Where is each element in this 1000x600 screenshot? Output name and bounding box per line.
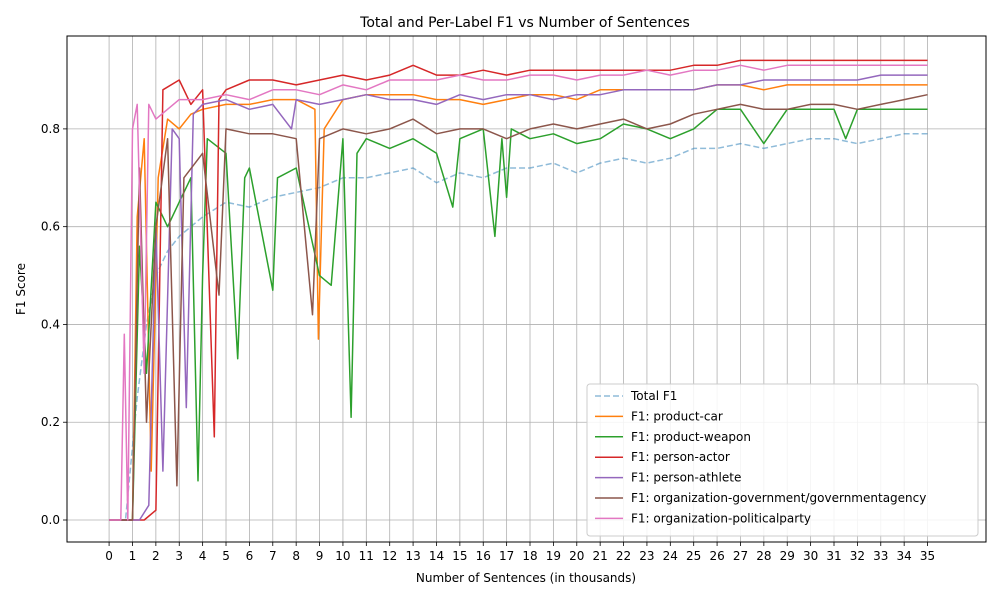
x-tick-label: 2	[152, 549, 160, 563]
legend-box	[586, 383, 979, 537]
series-line-total-f1	[109, 133, 928, 521]
x-axis-label: Number of Sentences (in thousands)	[416, 571, 636, 585]
x-tick-label: 7	[269, 549, 277, 563]
y-tick-label: 0.4	[41, 317, 60, 331]
y-axis-ticks: 0.0 0.2 0.4 0.6 0.8	[41, 122, 67, 527]
x-tick-label: 32	[850, 549, 865, 563]
series-line-f1-person-athlete	[109, 74, 928, 521]
x-tick-label: 23	[639, 549, 654, 563]
x-tick-label: 9	[316, 549, 324, 563]
x-tick-label: 10	[335, 549, 350, 563]
legend-label: F1: organization-politicalparty	[631, 511, 811, 525]
legend-label: F1: organization-government/governmentag…	[631, 491, 926, 505]
x-tick-label: 4	[199, 549, 207, 563]
x-tick-label: 0	[105, 549, 113, 563]
x-tick-label: 33	[873, 549, 888, 563]
series-line-f1-organization-government-governmentagency	[109, 93, 928, 521]
x-tick-label: 27	[733, 549, 748, 563]
x-tick-label: 16	[476, 549, 491, 563]
x-tick-label: 8	[292, 549, 300, 563]
chart-title: Total and Per-Label F1 vs Number of Sent…	[359, 15, 690, 31]
x-tick-label: 28	[756, 549, 771, 563]
x-tick-label: 21	[593, 549, 608, 563]
x-tick-label: 34	[897, 549, 912, 563]
y-tick-label: 0.8	[41, 122, 60, 136]
x-axis-ticks: 0 1 2 3 4 5 6 7 8 9 10 11 12 13 14 15 16 17 18 19 20 21 22 23 24…	[105, 542, 935, 563]
legend-label: F1: product-weapon	[631, 430, 751, 444]
legend-label: F1: person-athlete	[631, 471, 741, 485]
x-tick-label: 6	[246, 549, 254, 563]
legend-label: Total F1	[630, 389, 677, 403]
series-lines	[109, 59, 928, 521]
x-tick-label: 24	[663, 549, 678, 563]
x-tick-label: 25	[686, 549, 701, 563]
x-tick-label: 14	[429, 549, 444, 563]
x-tick-label: 5	[222, 549, 230, 563]
plot-frame	[66, 35, 987, 543]
x-tick-label: 15	[452, 549, 467, 563]
legend-label: F1: product-car	[631, 409, 723, 423]
legend-label: F1: person-actor	[631, 450, 730, 464]
x-tick-label: 22	[616, 549, 631, 563]
series-line-f1-person-actor	[109, 59, 928, 521]
x-tick-label: 20	[569, 549, 584, 563]
y-axis-label: F1 Score	[14, 263, 28, 315]
x-tick-label: 35	[920, 549, 935, 563]
series-line-f1-product-car	[109, 84, 928, 521]
series-line-f1-organization-politicalparty	[109, 64, 928, 521]
y-tick-label: 0.2	[41, 415, 60, 429]
y-tick-label: 0.0	[41, 513, 60, 527]
x-tick-label: 26	[709, 549, 724, 563]
x-tick-label: 13	[405, 549, 420, 563]
y-tick-label: 0.6	[41, 220, 60, 234]
x-tick-label: 11	[359, 549, 374, 563]
x-tick-label: 30	[803, 549, 818, 563]
x-tick-label: 17	[499, 549, 514, 563]
x-tick-label: 29	[780, 549, 795, 563]
x-tick-label: 1	[129, 549, 137, 563]
x-tick-label: 12	[382, 549, 397, 563]
series-line-f1-product-weapon	[109, 108, 928, 521]
x-tick-label: 19	[546, 549, 561, 563]
x-tick-label: 3	[175, 549, 183, 563]
legend: Total F1 F1: product-car F1: product-weapo…	[586, 383, 979, 537]
x-tick-label: 18	[522, 549, 537, 563]
x-tick-label: 31	[826, 549, 841, 563]
